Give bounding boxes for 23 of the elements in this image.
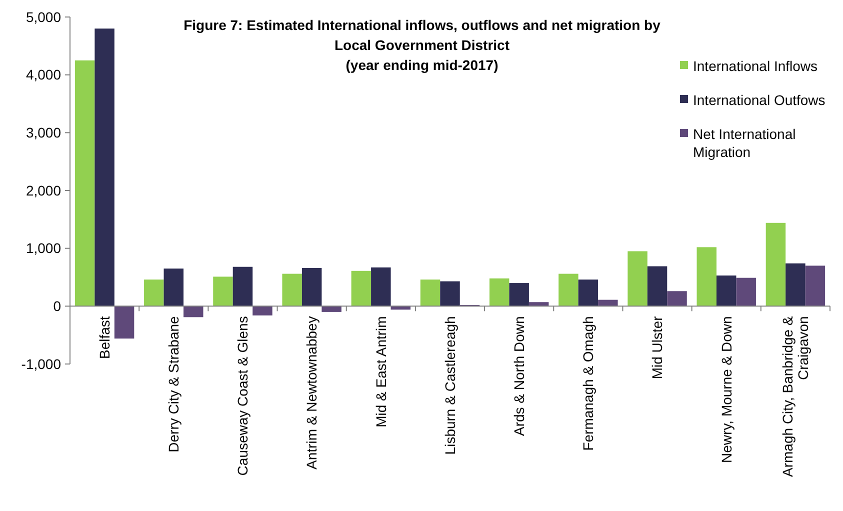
legend-label: International Inflows bbox=[693, 58, 818, 74]
y-tick-label: -1,000 bbox=[21, 356, 62, 372]
legend-label: International Outfows bbox=[693, 92, 826, 108]
legend-label: Net International Migration bbox=[693, 126, 796, 160]
x-tick-label: Mid & East Antrim bbox=[372, 316, 389, 428]
x-tick-label: Lisburn & Castlereagh bbox=[442, 316, 458, 455]
x-tick-label: Fermanagh & Omagh bbox=[580, 316, 596, 451]
text: Figure 7: Estimated International inflows, outflows and net migration by Local Government District bbox=[184, 17, 661, 53]
y-tick-label: 5,000 bbox=[26, 8, 62, 25]
y-tick-label: 1,000 bbox=[26, 240, 62, 256]
y-tick-label: 0 bbox=[53, 298, 62, 314]
x-tick-label: Derry City & Strabane bbox=[166, 316, 182, 452]
x-tick-label: Belfast bbox=[96, 316, 112, 359]
x-tick-label: Antrim & Newtownabbey bbox=[304, 316, 320, 470]
x-tick-label: Newry, Mourne & Down bbox=[718, 316, 734, 463]
x-tick-label: Armagh City, Banbridge & Craigavon bbox=[780, 316, 812, 477]
y-tick-label: 4,000 bbox=[26, 66, 62, 83]
text: (year ending mid-2017) bbox=[346, 57, 498, 73]
x-tick-label: Ards & North Down bbox=[510, 316, 527, 436]
x-tick-label: Causeway Coast & Glens bbox=[234, 316, 251, 476]
y-tick-label: 3,000 bbox=[26, 124, 62, 141]
y-tick-label: 2,000 bbox=[26, 182, 62, 198]
x-tick-label: Mid Ulster bbox=[649, 316, 666, 380]
